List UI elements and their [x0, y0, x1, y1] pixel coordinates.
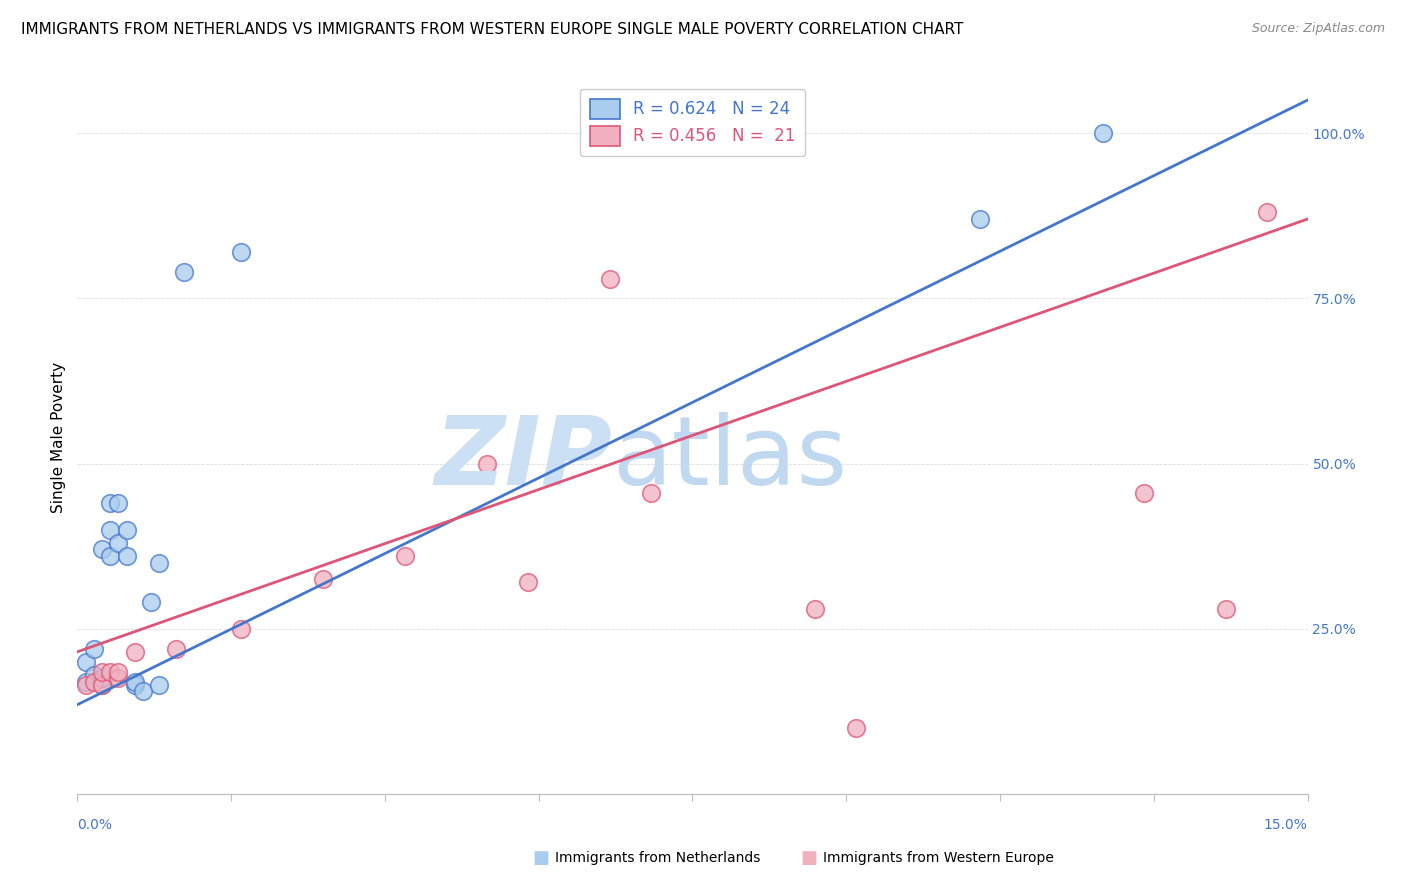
- Point: [83, 674, 105, 689]
- Text: Immigrants from Western Europe: Immigrants from Western Europe: [823, 851, 1053, 865]
- Point: [969, 212, 991, 227]
- Point: [98, 665, 121, 679]
- Point: [517, 575, 540, 590]
- Point: [98, 549, 121, 563]
- Text: Immigrants from Netherlands: Immigrants from Netherlands: [555, 851, 761, 865]
- Point: [1132, 486, 1154, 500]
- Text: Source: ZipAtlas.com: Source: ZipAtlas.com: [1251, 22, 1385, 36]
- Text: ZIP: ZIP: [434, 412, 613, 505]
- Point: [148, 556, 170, 570]
- Point: [165, 641, 187, 656]
- Point: [75, 655, 97, 669]
- Y-axis label: Single Male Poverty: Single Male Poverty: [51, 361, 66, 513]
- Point: [83, 668, 105, 682]
- Point: [90, 542, 114, 557]
- Point: [75, 678, 97, 692]
- Point: [640, 486, 662, 500]
- Point: [98, 496, 121, 510]
- Point: [107, 671, 129, 685]
- Point: [599, 271, 621, 285]
- Point: [845, 721, 868, 735]
- Point: [804, 602, 827, 616]
- Text: ■: ■: [533, 849, 550, 867]
- Point: [148, 678, 170, 692]
- Point: [132, 684, 155, 698]
- Point: [90, 678, 114, 692]
- Point: [173, 265, 195, 279]
- Point: [115, 523, 138, 537]
- Point: [107, 665, 129, 679]
- Point: [90, 678, 114, 692]
- Point: [124, 678, 146, 692]
- Text: ■: ■: [800, 849, 817, 867]
- Point: [83, 641, 105, 656]
- Point: [477, 457, 499, 471]
- Point: [115, 549, 138, 563]
- Point: [75, 674, 97, 689]
- Point: [107, 536, 129, 550]
- Text: IMMIGRANTS FROM NETHERLANDS VS IMMIGRANTS FROM WESTERN EUROPE SINGLE MALE POVERT: IMMIGRANTS FROM NETHERLANDS VS IMMIGRANT…: [21, 22, 963, 37]
- Point: [394, 549, 416, 563]
- Point: [1256, 205, 1278, 219]
- Point: [90, 671, 114, 685]
- Point: [107, 496, 129, 510]
- Point: [1215, 602, 1237, 616]
- Text: atlas: atlas: [613, 412, 848, 505]
- Point: [141, 595, 163, 609]
- Point: [98, 523, 121, 537]
- Point: [90, 665, 114, 679]
- Point: [231, 622, 253, 636]
- Point: [1091, 126, 1114, 140]
- Text: 0.0%: 0.0%: [77, 818, 112, 832]
- Point: [312, 572, 335, 586]
- Point: [124, 645, 146, 659]
- Legend: R = 0.624   N = 24, R = 0.456   N =  21: R = 0.624 N = 24, R = 0.456 N = 21: [579, 88, 806, 156]
- Point: [124, 674, 146, 689]
- Text: 15.0%: 15.0%: [1264, 818, 1308, 832]
- Point: [231, 245, 253, 260]
